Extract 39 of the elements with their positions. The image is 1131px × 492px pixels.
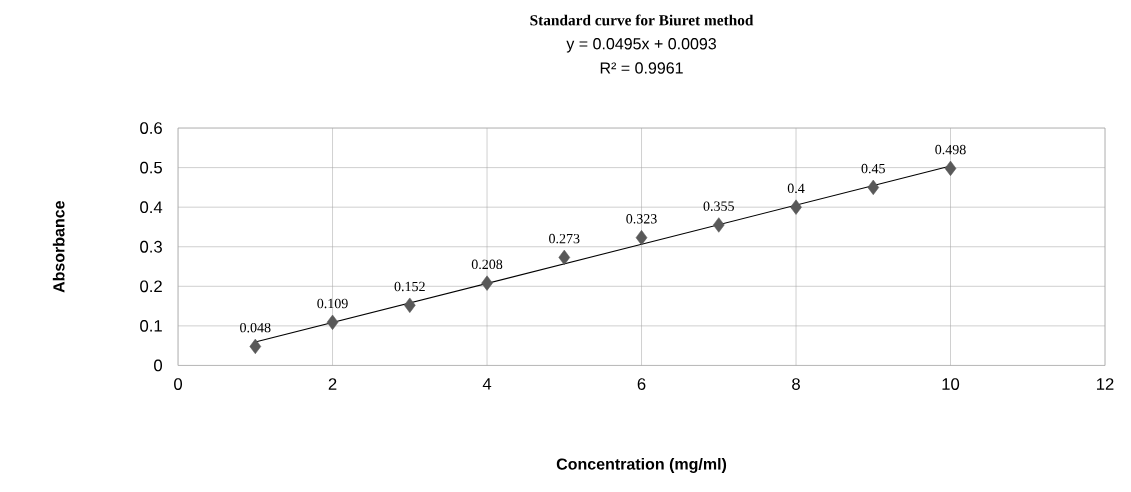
x-tick-label: 0: [174, 378, 183, 390]
point: [249, 338, 262, 354]
data-label: 0.355: [703, 201, 734, 211]
point: [481, 275, 493, 291]
data-label: 0.208: [471, 259, 503, 270]
point: [944, 160, 957, 176]
point: [713, 217, 725, 233]
data-label: 0.45: [861, 163, 885, 174]
y-tick-label: 0.1: [140, 319, 162, 332]
point: [326, 314, 339, 330]
y-tick-label: 0.5: [140, 161, 162, 174]
data-label: 0.273: [549, 233, 580, 244]
y-tick-label: 0.3: [140, 240, 162, 253]
point: [790, 199, 802, 215]
point: [558, 249, 571, 265]
data-label: 0.498: [935, 144, 966, 155]
x-tick-label: 2: [328, 378, 337, 390]
y-tick-label: 0.4: [140, 201, 163, 214]
point: [635, 229, 648, 246]
x-tick-label: 8: [792, 378, 800, 390]
x-tick-label: 6: [637, 378, 646, 390]
data-label: 0.109: [317, 298, 348, 309]
text: y = 0.0495x + 0.0093: [566, 38, 716, 53]
point: [867, 179, 880, 195]
y-tick-label: 0.2: [140, 280, 162, 293]
data-label: 0.323: [626, 214, 657, 224]
data-label: 0.048: [240, 322, 271, 333]
x-tick-label: 12: [1097, 378, 1114, 390]
x-axis-title: Concentration (mg/ml): [556, 457, 727, 473]
x-tick-label: 4: [482, 378, 492, 390]
chart-title: Standard curve for Biuret method: [530, 14, 754, 26]
point: [404, 297, 416, 313]
x-tick-label: 10: [942, 378, 960, 390]
text: R² = 0.9961: [600, 62, 683, 74]
y-tick-label: 0: [154, 359, 163, 372]
data-label: 0.4: [787, 183, 805, 194]
data-label: 0.152: [394, 281, 425, 292]
y-tick-label: 0.6: [140, 122, 162, 134]
y-axis-title: Absorbance: [52, 200, 65, 293]
